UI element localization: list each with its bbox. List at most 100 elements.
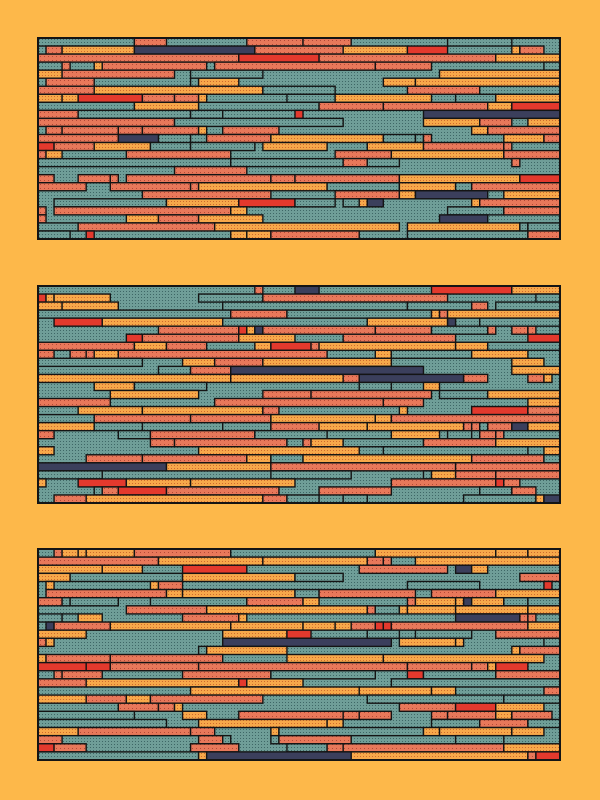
block <box>495 429 505 440</box>
block <box>527 397 561 408</box>
block <box>109 182 192 192</box>
block <box>487 325 497 335</box>
block <box>109 621 232 631</box>
block <box>462 421 473 432</box>
block <box>133 45 256 55</box>
block <box>85 349 95 360</box>
block <box>382 77 417 87</box>
block <box>141 93 176 104</box>
block <box>366 629 401 639</box>
block <box>430 718 481 729</box>
block <box>109 653 224 664</box>
block <box>422 726 441 737</box>
block <box>478 317 561 327</box>
block <box>238 678 248 688</box>
block <box>181 710 208 721</box>
block <box>254 45 344 55</box>
block <box>93 486 103 496</box>
block <box>262 494 288 504</box>
block <box>302 596 320 607</box>
block <box>527 421 561 432</box>
block <box>382 397 425 408</box>
block <box>197 77 240 87</box>
block <box>37 93 63 104</box>
block <box>270 454 304 464</box>
block <box>366 157 401 168</box>
block <box>519 45 545 55</box>
block <box>270 726 280 737</box>
block <box>543 494 561 504</box>
block <box>318 486 393 496</box>
block <box>342 333 457 343</box>
block <box>454 462 561 472</box>
block <box>382 621 393 631</box>
block <box>543 446 561 456</box>
block <box>495 93 561 104</box>
block <box>37 85 95 95</box>
block <box>470 182 561 192</box>
block <box>197 446 360 456</box>
block <box>222 629 288 639</box>
panel-border <box>37 548 561 761</box>
block <box>454 734 505 745</box>
block <box>543 580 553 591</box>
block <box>69 349 87 360</box>
block <box>286 494 320 504</box>
block <box>511 710 553 721</box>
block <box>470 349 529 360</box>
block <box>37 743 55 753</box>
block <box>374 325 433 335</box>
block <box>527 333 561 343</box>
block <box>503 133 545 144</box>
block <box>93 413 192 424</box>
block <box>503 478 521 488</box>
block <box>197 661 409 672</box>
block <box>230 365 425 376</box>
block <box>222 734 232 745</box>
block <box>37 734 63 745</box>
block <box>37 214 47 224</box>
block <box>398 637 457 648</box>
block <box>446 206 505 216</box>
block <box>334 93 433 104</box>
block <box>270 230 360 240</box>
block <box>45 149 63 160</box>
block <box>438 309 449 319</box>
block <box>519 613 529 623</box>
block <box>270 413 376 424</box>
block <box>93 349 120 360</box>
block <box>318 341 457 351</box>
block <box>487 661 497 672</box>
block <box>205 605 368 615</box>
block <box>366 141 425 152</box>
block <box>254 325 264 335</box>
block <box>495 478 505 488</box>
block <box>495 301 561 311</box>
block <box>495 670 561 680</box>
block <box>37 349 55 360</box>
block <box>61 125 120 136</box>
block <box>37 69 63 79</box>
block <box>358 710 393 721</box>
block <box>37 309 232 319</box>
block <box>125 605 208 615</box>
block <box>77 548 87 558</box>
block <box>53 743 87 753</box>
block <box>262 293 449 303</box>
block <box>398 190 417 200</box>
block <box>37 572 71 583</box>
block <box>53 670 63 680</box>
block <box>390 349 473 360</box>
block <box>454 613 521 623</box>
block <box>125 478 192 488</box>
block <box>85 494 264 504</box>
block <box>181 588 296 599</box>
block <box>358 564 449 575</box>
block <box>414 77 561 87</box>
block <box>503 596 529 607</box>
block <box>37 293 47 303</box>
block <box>101 317 224 327</box>
block <box>246 454 272 464</box>
block <box>109 389 200 400</box>
block <box>470 421 481 432</box>
